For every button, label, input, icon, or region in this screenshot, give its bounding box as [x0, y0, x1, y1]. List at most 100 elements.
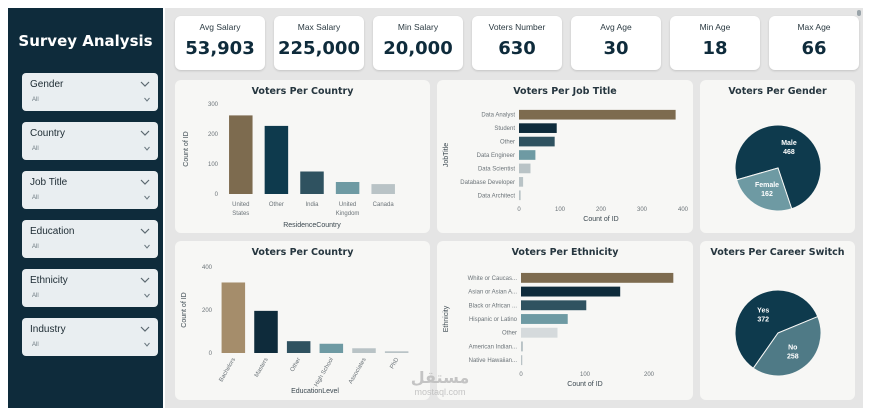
- bar-student[interactable]: [519, 123, 557, 133]
- kpi-label: Min Salary: [397, 22, 439, 32]
- watermark-logo: مستقل mostaql.com: [380, 368, 500, 408]
- slicer-industry[interactable]: Industry All: [22, 318, 158, 356]
- slicer-job-title[interactable]: Job Title All: [22, 171, 158, 209]
- bar-database-developer[interactable]: [519, 177, 524, 187]
- x-tick-label: Other: [269, 202, 284, 208]
- y-axis-title: Ethnicity: [443, 305, 450, 332]
- bar-united-states[interactable]: [229, 115, 253, 194]
- dropdown-arrow-icon[interactable]: [144, 342, 150, 347]
- country-bar-chart: 0 100 200 300 United States Other India United Ki…: [183, 102, 395, 229]
- x-tick-label: 0: [517, 207, 521, 213]
- x-tick-label: 0: [519, 372, 523, 378]
- kpi-card-max-salary: Max Salary 225,000: [274, 16, 364, 70]
- kpi-label: Avg Salary: [199, 22, 241, 32]
- kpi-value: 630: [498, 38, 536, 59]
- bar-other[interactable]: [521, 327, 558, 338]
- chart-title: Voters Per Job Title: [513, 86, 617, 97]
- bar-other[interactable]: [264, 125, 289, 194]
- jobtitle-bar-chart: Data Analyst Student Other Data Engineer Dat…: [443, 109, 689, 223]
- y-tick-label: Data Architect: [478, 193, 516, 199]
- chevron-down-icon[interactable]: [140, 178, 150, 186]
- x-tick-label: High School: [314, 357, 335, 388]
- chart-title: Voters Per Ethnicity: [511, 247, 619, 258]
- y-tick-label: Asian or Asian A...: [468, 290, 517, 296]
- dropdown-arrow-icon[interactable]: [144, 146, 150, 151]
- y-tick-label: White or Caucas...: [468, 276, 518, 282]
- slicer-ethnicity[interactable]: Ethnicity All: [22, 269, 158, 307]
- slicer-gender[interactable]: Gender All: [22, 73, 158, 111]
- kpi-value: 20,000: [383, 38, 453, 59]
- bar-asian-or-asian-a[interactable]: [521, 286, 621, 297]
- slicer-label: Country: [30, 128, 66, 139]
- y-axis-title: Count of ID: [183, 131, 190, 166]
- bar-other[interactable]: [286, 341, 311, 353]
- y-tick-label: 0: [209, 351, 213, 357]
- x-axis-title: ResidenceCountry: [283, 222, 341, 229]
- page-scroll-indicator[interactable]: [857, 10, 861, 16]
- bar-data-architect[interactable]: [519, 190, 521, 201]
- x-axis-title: Count of ID: [567, 381, 602, 388]
- slicer-label: Ethnicity: [30, 275, 68, 286]
- bar-black-or-african[interactable]: [521, 300, 587, 311]
- bar-high-school[interactable]: [319, 343, 344, 353]
- bar-data-engineer[interactable]: [519, 150, 536, 160]
- bar-masters[interactable]: [254, 310, 278, 353]
- bar-other[interactable]: [519, 136, 555, 147]
- y-tick-label: Student: [494, 126, 515, 132]
- dropdown-arrow-icon[interactable]: [144, 97, 150, 102]
- pie-slice-male[interactable]: [734, 124, 822, 210]
- chart-title: Voters Per Country: [251, 247, 354, 258]
- bar-phd[interactable]: [384, 351, 409, 353]
- bar-bachelors[interactable]: [221, 282, 246, 353]
- kpi-label: Max Salary: [297, 22, 341, 32]
- y-tick-label: Data Engineer: [477, 153, 515, 159]
- slicer-value: All: [32, 146, 39, 152]
- kpi-label: Avg Age: [600, 22, 632, 32]
- chart-title: Voters Per Country: [251, 86, 354, 97]
- chevron-down-icon[interactable]: [140, 227, 150, 235]
- x-tick-label: Bachelors: [219, 357, 238, 383]
- kpi-value: 225,000: [278, 38, 360, 59]
- pie-slice-female[interactable]: [736, 167, 793, 212]
- watermark-domain: mostaql.com: [414, 387, 466, 397]
- pie-slice-label: Female 162: [755, 182, 779, 198]
- chevron-down-icon[interactable]: [140, 276, 150, 284]
- y-tick-label: 200: [202, 308, 213, 314]
- chart-title: Voters Per Gender: [728, 86, 827, 97]
- pie-slice-yes[interactable]: [734, 289, 819, 369]
- dropdown-arrow-icon[interactable]: [144, 195, 150, 200]
- bar-american-indian[interactable]: [521, 341, 523, 352]
- bar-data-scientist[interactable]: [519, 163, 531, 174]
- y-tick-label: 200: [208, 132, 219, 138]
- pie-slice-no[interactable]: [752, 315, 822, 377]
- chevron-down-icon[interactable]: [140, 129, 150, 137]
- bar-data-analyst[interactable]: [519, 109, 676, 120]
- x-tick-label: 300: [637, 207, 648, 213]
- gender-pie-chart: Male 468 Female 162: [734, 124, 822, 212]
- dropdown-arrow-icon[interactable]: [144, 244, 150, 249]
- slicer-value: All: [32, 195, 39, 201]
- chevron-down-icon[interactable]: [140, 325, 150, 333]
- pie-slice-label: No 258: [787, 344, 799, 360]
- slicer-label: Industry: [30, 324, 66, 335]
- education-bar-chart: 0 200 400 Bachelors Masters Other High School A…: [181, 265, 409, 395]
- slicer-country[interactable]: Country All: [22, 122, 158, 160]
- x-tick-label: 200: [644, 372, 655, 378]
- bar-white-or-caucas[interactable]: [521, 272, 674, 283]
- bar-associates[interactable]: [352, 348, 376, 353]
- slicer-value: All: [32, 97, 39, 103]
- bar-united-kingdom[interactable]: [335, 182, 360, 194]
- bar-india[interactable]: [300, 171, 324, 195]
- slicer-value: All: [32, 293, 39, 299]
- kpi-value: 30: [603, 38, 629, 59]
- kpi-value: 53,903: [185, 38, 255, 59]
- slicer-education[interactable]: Education All: [22, 220, 158, 258]
- bar-hispanic-or-latino[interactable]: [521, 314, 568, 324]
- bar-native-hawaiian[interactable]: [521, 355, 523, 366]
- kpi-card-max-age: Max Age 66: [769, 16, 859, 70]
- chevron-down-icon[interactable]: [140, 80, 150, 88]
- main-canvas: Avg Salary 53,903 Max Salary 225,000 Min Sal…: [165, 8, 863, 408]
- bar-canada[interactable]: [371, 184, 395, 194]
- dropdown-arrow-icon[interactable]: [144, 293, 150, 298]
